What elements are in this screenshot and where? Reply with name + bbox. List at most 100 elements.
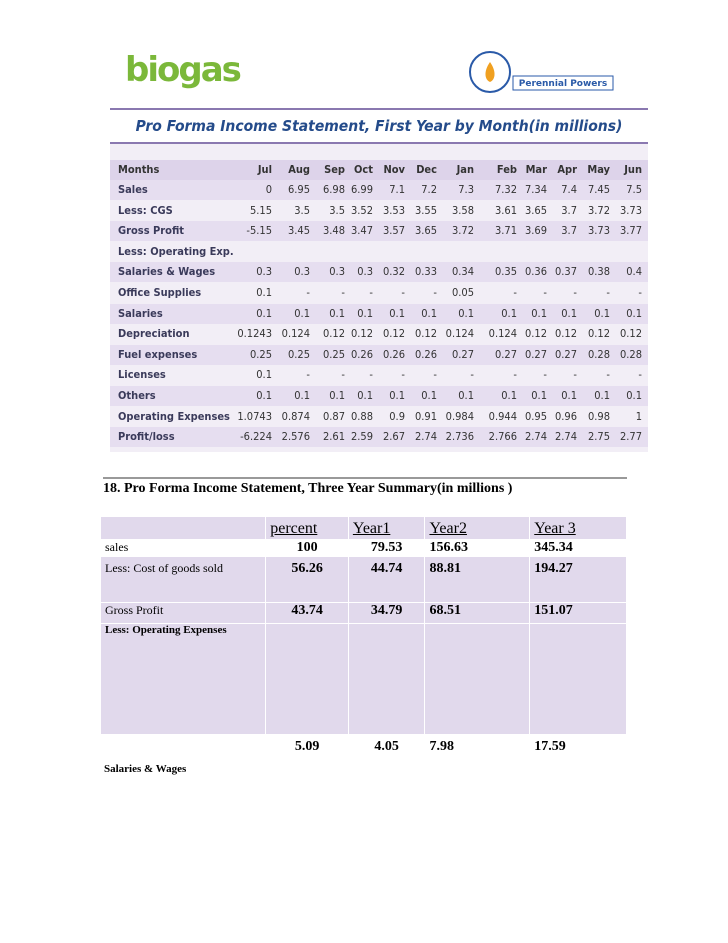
cell: 3.5 [329,203,345,217]
cell: 0.1 [458,389,474,402]
cell: 2.766 [488,430,517,444]
cell: 6.99 [350,183,373,196]
table-row: Less: Cost of goods sold 56.26 44.74 88.81 1… [99,556,627,603]
header-cell: Months [118,163,160,176]
cell: 0.32 [382,265,405,279]
cell: 0.26 [350,347,373,361]
cell: 2.74 [524,430,547,444]
header-cell: Nov [383,163,405,176]
cell: -6.224 [240,430,272,444]
cell: 0.1 [421,389,437,402]
cell: 3.72 [587,203,610,217]
cell: 0.1243 [237,327,272,341]
summary-table: percent Year1 Year2 Year 3 sales 100 79.53 156.… [99,516,627,760]
cell: 0.96 [554,409,577,423]
cell: 100 [265,539,349,557]
cell: 2.576 [281,430,310,444]
cell: 3.58 [451,203,474,217]
cell: 0.1 [294,306,310,320]
cell: 0.1 [329,306,345,320]
table-row: Less: Operating Exp. [110,241,648,262]
row-label: Profit/loss [118,430,175,444]
cell: 3.72 [451,224,474,238]
cell: 0.1 [561,389,577,402]
cell: 3.61 [494,203,517,217]
cell: 3.65 [524,203,547,217]
cell: 3.7 [561,224,577,238]
table-row: Office Supplies 0.1 - - - - - 0.05 - - - - - [110,283,648,303]
table-row: Licenses 0.1 - - - - - - - - - - - [110,365,648,386]
cell: - [369,286,373,299]
cell: 0.33 [414,265,437,279]
cell: 0.12 [414,327,437,341]
header-cell: Year 3 [529,516,627,540]
cell: -5.15 [246,224,272,238]
cell: 79.53 [347,539,426,557]
cell: 0 [265,183,272,196]
row-label: Less: CGS [118,203,173,217]
cell: 7.32 [494,183,517,196]
header-cell: percent [265,516,349,540]
cell: 0.1 [256,286,272,299]
row-label: Others [118,389,156,402]
cell: - [369,368,373,382]
logo-biogas: biogas [125,50,242,90]
cell: 0.27 [524,347,547,361]
cell: 2.74 [414,430,437,444]
cell: 0.27 [554,347,577,361]
cell: 2.74 [554,430,577,444]
cell: - [470,368,474,382]
cell: 3.69 [524,224,547,238]
row-label: Less: Operating Exp. [118,244,234,258]
cell: 0.12 [554,327,577,341]
cell: 44.74 [347,556,426,603]
header-row: percent Year1 Year2 Year 3 [99,516,627,540]
cell: - [341,368,345,382]
cell: 0.25 [322,347,345,361]
cell: 0.1 [501,389,517,402]
cell: 3.53 [382,203,405,217]
cell: 0.3 [256,265,272,279]
cell: 0.124 [281,327,310,341]
table-row: Less: Operating Expenses [99,623,627,735]
cell: 4.05 [347,734,426,760]
cell: 2.77 [619,430,642,444]
cell: 0.34 [451,265,474,279]
cell: - [573,368,577,382]
cell: 3.55 [414,203,437,217]
cell: 0.25 [249,347,272,361]
cell: 0.124 [488,327,517,341]
header-cell: Jul [257,163,272,176]
cell: 0.1 [294,389,310,402]
row-label: Salaries & Wages [118,265,216,279]
cell: 5.15 [249,203,272,217]
cell: 0.1 [594,306,610,320]
table-row: sales 100 79.53 156.63 345.34 [99,539,627,557]
cell: 2.61 [322,430,345,444]
cell: 7.45 [587,183,610,196]
header-cell: Year1 [347,516,426,540]
table-row: Less: CGS 5.15 3.5 3.5 3.52 3.53 3.55 3.58 3.61 3… [110,200,648,221]
table-row: Salaries & Wages 0.3 0.3 0.3 0.3 0.32 0.33 0.34… [110,262,648,283]
cell: - [606,286,610,299]
cell: 0.1 [421,306,437,320]
cell: 0.1 [357,306,373,320]
header-cell [99,516,267,540]
cell: 0.1 [389,306,405,320]
row-label: Licenses [118,368,166,382]
table-row: Salaries 0.1 0.1 0.1 0.1 0.1 0.1 0.1 0.1 0.1 0.1 0.… [110,303,648,324]
cell: - [306,368,310,382]
cell: 6.95 [287,183,310,196]
cell: 345.34 [529,539,627,557]
cell: 0.12 [587,327,610,341]
cell: 2.75 [587,430,610,444]
cell: 0.26 [382,347,405,361]
cell: 0.1 [357,389,373,402]
cell: 3.65 [414,224,437,238]
cell: 0.1 [458,306,474,320]
monthly-table: Pro Forma Income Statement, First Year b… [110,108,648,452]
cell: - [638,286,642,299]
row-label: Gross Profit [118,224,185,238]
cell: - [543,368,547,382]
cell: 17.59 [529,734,627,760]
